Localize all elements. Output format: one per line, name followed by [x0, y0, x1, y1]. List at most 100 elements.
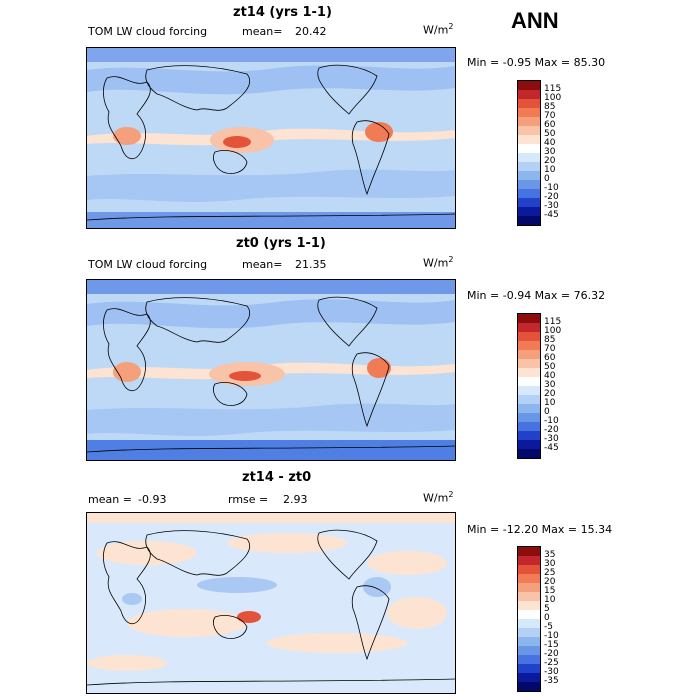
panel-1-swatch-4: [518, 117, 540, 126]
panel-2-tick-label: 0: [544, 407, 550, 417]
panel-3-tick-label: 15: [544, 586, 556, 596]
panel-3-swatch-4: [518, 583, 540, 592]
panel-3-tick-label: 25: [544, 568, 556, 578]
panel-3-coastlines: [87, 529, 455, 686]
panel-3-tick-label: 0: [544, 613, 550, 623]
panel-1-title: zt14 (yrs 1-1): [233, 5, 332, 20]
panel-1-antarctic-band: [87, 212, 455, 228]
panel-3-swatch-13: [518, 664, 540, 673]
panel-1-tick-label: 0: [544, 174, 550, 184]
panel-1-tick-label: -10: [544, 183, 559, 193]
panel-1-swatch-5: [518, 126, 540, 135]
panel-2-tick-label: 60: [544, 353, 556, 363]
panel-1-tick-label: -20: [544, 192, 559, 202]
panel-3-minmax: Min = -12.20 Max = 15.34: [467, 523, 613, 536]
panel-3-swatch-7: [518, 610, 540, 619]
panel-1-tick-label: 20: [544, 156, 556, 166]
panel-2-arctic-band: [87, 280, 455, 294]
panel-3-tick-label: 10: [544, 595, 556, 605]
panel-3-rmse-label: rmse =: [228, 493, 269, 506]
panel-3-swatch-9: [518, 628, 540, 637]
panel-1-map-svg: [87, 48, 455, 228]
panel-2-swatch-10: [518, 404, 540, 413]
panel-2-amazon-convection: [367, 358, 391, 378]
panel-2-swatch-4: [518, 350, 540, 359]
panel-1-swatch-8: [518, 153, 540, 162]
panel-1-tick-label: 30: [544, 147, 556, 157]
panel-3-tick-label: -15: [544, 640, 559, 650]
panel-1-tick-label: 40: [544, 138, 556, 148]
panel-3-colorbar: [517, 546, 541, 692]
panel-1-swatch-2: [518, 99, 540, 108]
panel-3-swatch-5: [518, 592, 540, 601]
panel-2-units-exp: 2: [448, 255, 454, 264]
panel-3-swatch-10: [518, 637, 540, 646]
panel-1-northern-storm-track: [87, 65, 455, 95]
panel-3-negative-patches: [122, 577, 391, 605]
panel-3-swatch-8: [518, 619, 540, 628]
panel-1-warm-pool-core: [223, 136, 251, 148]
panel-1-colorbar-labels: 115 100 85 70 60 50 40 30 20 10 0 -10 -2…: [544, 85, 561, 220]
panel-1-arctic-band: [87, 48, 455, 62]
panel-2-units-base: W/m: [423, 256, 449, 270]
panel-3-tick-label: 5: [544, 604, 550, 614]
panel-2-swatch-2: [518, 332, 540, 341]
panel-3-tick-label: 20: [544, 577, 556, 587]
panel-2-africa-convection: [113, 362, 141, 382]
panel-2-swatch-7: [518, 377, 540, 386]
panel-3-units: W/m2: [423, 490, 453, 505]
panel-2-swatch-3: [518, 341, 540, 350]
panel-1-africa-convection: [113, 127, 141, 145]
panel-2-northern-storm-track: [87, 299, 455, 329]
panel-2-tick-label: -10: [544, 416, 559, 426]
panel-2-colorbar-labels: 115 100 85 70 60 50 40 30 20 10 0 -10 -2…: [544, 318, 561, 453]
panel-3-swatch-15: [518, 682, 540, 691]
panel-2-tick-label: 10: [544, 398, 556, 408]
panel-1-swatch-3: [518, 108, 540, 117]
panel-3-tick-label: -20: [544, 649, 559, 659]
panel-1-tick-label: -30: [544, 201, 559, 211]
panel-2-swatch-12: [518, 422, 540, 431]
panel-2-title: zt0 (yrs 1-1): [236, 236, 326, 251]
panel-3-mean-label: mean =: [88, 493, 132, 506]
panel-1-swatch-7: [518, 144, 540, 153]
panel-2-tick-label: -45: [544, 443, 559, 453]
panel-2-swatch-13: [518, 431, 540, 440]
panel-1-swatch-1: [518, 90, 540, 99]
panel-1-swatch-6: [518, 135, 540, 144]
panel-1-coastlines: [87, 64, 455, 221]
panel-2-swatch-15: [518, 449, 540, 458]
panel-3-tick-label: 35: [544, 550, 556, 560]
panel-3-colorbar-labels: 35 30 25 20 15 10 5 0 -5 -10 -15 -20 -25…: [544, 551, 559, 686]
panel-2-colorbar: [517, 313, 541, 459]
panel-3-tick-label: -25: [544, 658, 559, 668]
panel-3-tick-label: -10: [544, 631, 559, 641]
panel-3-maximum-anomaly: [237, 611, 261, 623]
panel-1-southern-storm-track: [87, 169, 455, 202]
panel-3-swatch-3: [518, 574, 540, 583]
panel-2-tick-label: 30: [544, 380, 556, 390]
panel-2-tick-label: 40: [544, 371, 556, 381]
season-label: ANN: [511, 8, 559, 33]
panel-1-swatch-9: [518, 162, 540, 171]
panel-1-mean-label: mean=: [242, 25, 283, 38]
panel-2-swatch-11: [518, 413, 540, 422]
panel-1-swatch-0: [518, 81, 540, 90]
panel-1-units-base: W/m: [423, 23, 449, 37]
panel-2-minmax: Min = -0.94 Max = 76.32: [467, 289, 606, 302]
panel-2-coastlines: [87, 296, 455, 453]
panel-2-tick-label: 70: [544, 344, 556, 354]
panel-1-variable: TOM LW cloud forcing: [88, 25, 208, 38]
panel-2-swatch-8: [518, 386, 540, 395]
panel-3-swatch-0: [518, 547, 540, 556]
panel-2-swatch-1: [518, 323, 540, 332]
panel-1-map: [86, 47, 456, 229]
panel-2-antarctic-band: [87, 440, 455, 460]
panel-3-tick-label: -5: [544, 622, 553, 632]
panel-1-minmax: Min = -0.95 Max = 85.30: [467, 56, 606, 69]
panel-3-map: [86, 512, 456, 694]
panel-3-swatch-1: [518, 556, 540, 565]
panel-1-swatch-13: [518, 198, 540, 207]
panel-3-swatch-6: [518, 601, 540, 610]
panel-3-units-exp: 2: [448, 490, 454, 499]
